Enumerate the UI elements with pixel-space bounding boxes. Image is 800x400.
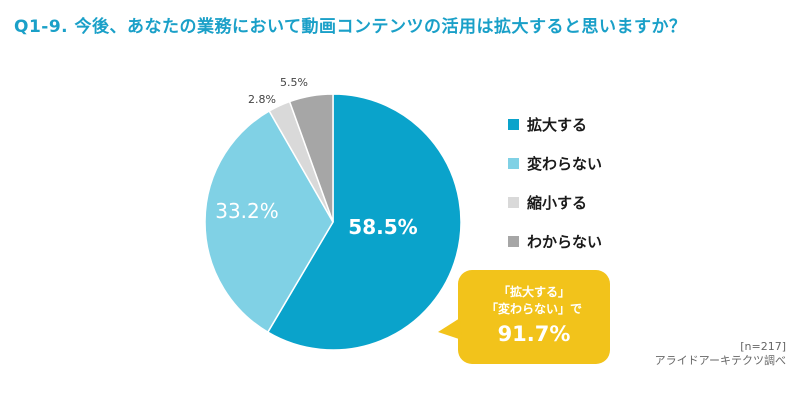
legend-item-unchanged: 変わらない bbox=[508, 144, 602, 183]
legend-label: 拡大する bbox=[527, 116, 588, 134]
sample-size: [n=217] bbox=[740, 340, 786, 353]
slice-label-expand: 58.5% bbox=[348, 215, 417, 239]
callout-line-1: 「拡大する」 bbox=[497, 285, 570, 299]
slice-label-unchanged: 33.2% bbox=[215, 199, 279, 223]
source-note: [n=217] アライドアーキテクツ調べ bbox=[655, 340, 786, 368]
legend-label: 縮小する bbox=[527, 194, 588, 212]
pie-slice-unchanged bbox=[204, 109, 334, 334]
pie-slice-expand bbox=[266, 93, 462, 351]
legend-swatch bbox=[508, 236, 519, 247]
legend-swatch bbox=[508, 119, 519, 130]
callout-line-2: 「変わらない」で bbox=[485, 302, 582, 316]
legend-item-expand: 拡大する bbox=[508, 105, 602, 144]
summary-callout: 「拡大する」 「変わらない」で 91.7% bbox=[458, 270, 610, 364]
pie-slice-unknown bbox=[288, 93, 334, 223]
legend-label: 変わらない bbox=[527, 155, 603, 173]
slice-label-shrink: 2.8% bbox=[248, 93, 276, 106]
chart-title: Q1-9. 今後、あなたの業務において動画コンテンツの活用は拡大すると思いますか… bbox=[14, 17, 687, 37]
legend-swatch bbox=[508, 158, 519, 169]
source-credit: アライドアーキテクツ調べ bbox=[654, 354, 786, 367]
legend-swatch bbox=[508, 197, 519, 208]
legend-item-unknown: わからない bbox=[508, 222, 602, 261]
slice-label-unknown: 5.5% bbox=[280, 76, 308, 89]
legend-item-shrink: 縮小する bbox=[508, 183, 602, 222]
callout-value: 91.7% bbox=[497, 322, 571, 346]
legend-label: わからない bbox=[527, 233, 603, 251]
legend: 拡大する 変わらない 縮小する わからない bbox=[508, 105, 602, 261]
